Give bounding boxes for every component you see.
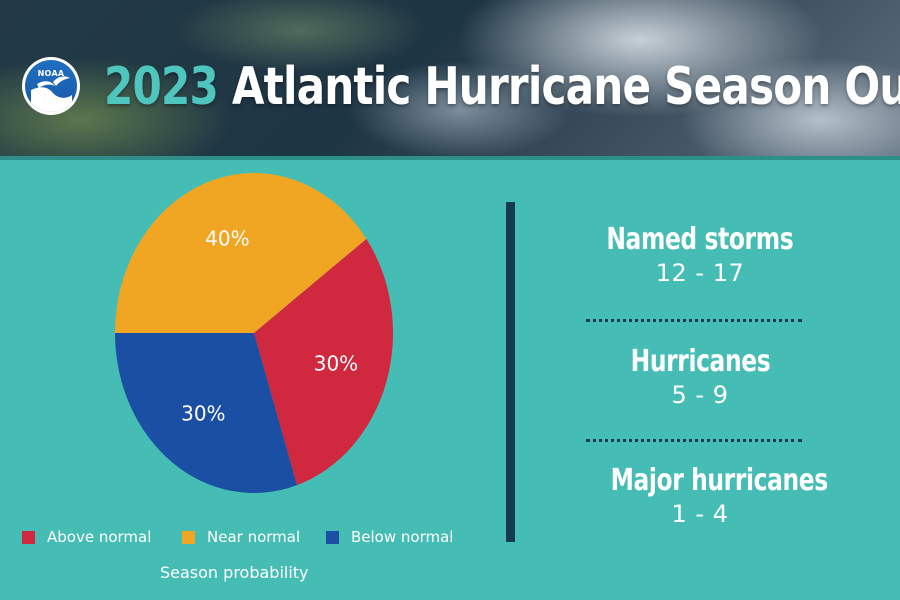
pie-slice-near-normal bbox=[115, 173, 367, 333]
stat-hurricanes: Hurricanes 5 - 9 bbox=[580, 344, 820, 410]
dotted-separator bbox=[586, 319, 802, 322]
pie-label-near-normal: 40% bbox=[205, 227, 249, 251]
stat-major-hurricanes: Major hurricanes 1 - 4 bbox=[580, 463, 829, 529]
stat-label-hurricanes: Hurricanes bbox=[630, 344, 770, 379]
stat-value-named-storms: 12 - 17 bbox=[655, 259, 745, 287]
stat-label-named-storms: Named storms bbox=[606, 222, 794, 257]
stat-label-major-hurricanes: Major hurricanes bbox=[610, 463, 829, 498]
noaa-logo-icon: NOAA bbox=[22, 57, 80, 115]
pie-slice-above-normal bbox=[254, 238, 393, 486]
legend-swatch-below-normal bbox=[326, 530, 339, 544]
dotted-separator bbox=[586, 439, 802, 442]
header-divider bbox=[0, 156, 900, 160]
chart-caption: Season probability bbox=[160, 563, 309, 582]
page-title: 2023 Atlantic Hurricane Season Outlook bbox=[104, 47, 900, 127]
stat-value-major-hurricanes: 1 - 4 bbox=[671, 500, 729, 528]
pie-label-above-normal: 30% bbox=[314, 352, 358, 376]
legend-item-below-normal: Below normal bbox=[326, 527, 453, 547]
stat-value-hurricanes: 5 - 9 bbox=[671, 381, 729, 409]
pie-label-below-normal: 30% bbox=[181, 401, 225, 425]
header-banner: NOAA 2023 Atlantic Hurricane Season Outl… bbox=[0, 0, 900, 158]
legend-swatch-near-normal bbox=[182, 530, 195, 544]
legend-label-near-normal: Near normal bbox=[207, 528, 301, 546]
legend-label-below-normal: Below normal bbox=[351, 528, 454, 546]
logo-text: NOAA bbox=[37, 69, 65, 78]
stat-named-storms: Named storms 12 - 17 bbox=[580, 222, 820, 288]
pie-chart: 40% 30% 30% bbox=[115, 173, 393, 494]
legend-swatch-above-normal bbox=[22, 530, 35, 544]
title-text: Atlantic Hurricane Season Outlook bbox=[231, 57, 900, 117]
legend-item-near-normal: Near normal bbox=[182, 527, 300, 547]
vertical-divider bbox=[506, 202, 515, 542]
title-year: 2023 bbox=[104, 57, 219, 117]
pie-slice-below-normal bbox=[115, 333, 297, 494]
legend-item-above-normal: Above normal bbox=[22, 527, 151, 547]
legend-label-above-normal: Above normal bbox=[47, 528, 152, 546]
